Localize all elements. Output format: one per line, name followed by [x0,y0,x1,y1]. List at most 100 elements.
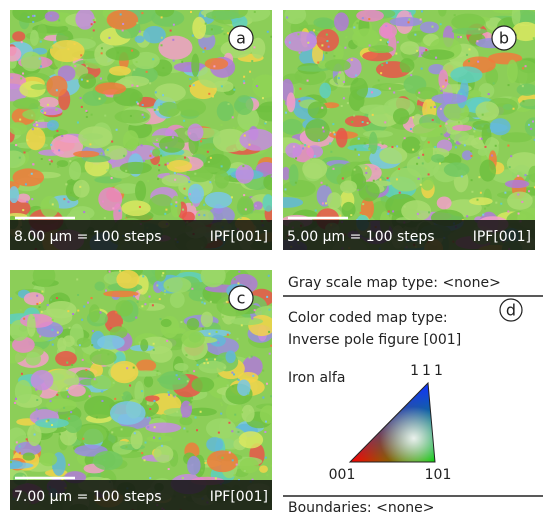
noise [262,370,264,372]
noise [221,28,223,30]
grain [136,359,156,372]
noise [182,415,184,417]
noise [265,100,267,102]
noise [428,173,430,175]
noise [76,278,78,280]
noise [101,400,103,402]
noise [136,61,138,63]
noise [142,114,144,116]
noise [144,303,146,305]
noise [326,184,328,186]
noise [181,61,183,63]
grain [239,431,264,448]
noise [51,329,53,331]
noise [384,121,386,123]
noise [149,408,151,410]
grain [73,151,99,158]
noise [50,124,52,126]
noise [109,271,111,273]
noise [52,319,54,321]
noise [104,115,106,117]
noise [495,145,497,147]
noise [387,177,389,179]
noise [216,331,218,333]
noise [41,110,43,112]
noise [35,389,37,391]
noise [357,211,359,213]
grain [154,445,174,463]
noise [135,317,137,319]
noise [67,48,69,50]
noise [315,210,317,212]
noise [130,115,132,117]
noise [329,143,331,145]
grain [352,28,379,47]
noise [197,364,199,366]
noise [232,385,234,387]
grain [38,97,59,108]
noise [521,201,523,203]
noise [271,58,273,60]
noise [52,344,54,346]
grain [69,161,81,180]
grain [97,335,125,350]
grain [50,40,85,62]
grain [369,132,378,155]
grain [149,194,175,215]
noise [194,417,196,419]
noise [158,164,160,166]
noise [251,60,253,62]
noise [176,374,178,376]
noise [269,353,271,355]
noise [173,60,175,62]
noise [158,169,160,171]
noise [21,373,23,375]
noise [210,157,212,159]
noise [268,309,270,311]
noise [111,177,113,179]
noise [156,138,158,140]
grain [319,83,331,99]
grain [144,376,153,388]
noise [108,37,110,39]
grain [359,181,380,201]
noise [144,459,146,461]
noise [430,106,432,108]
noise [189,404,191,406]
grain [179,417,192,426]
noise [271,175,273,177]
noise [153,400,155,402]
noise [243,76,245,78]
grain [260,405,277,424]
noise [189,132,191,134]
noise [372,114,374,116]
grain [452,125,472,131]
noise [399,192,401,194]
noise [152,304,154,306]
noise [228,103,230,105]
grain [45,11,60,21]
noise [121,394,123,396]
grain [421,177,434,191]
grain [15,380,32,404]
noise [115,173,117,175]
noise [468,48,470,50]
noise [241,411,243,413]
noise [409,12,411,14]
noise [322,202,324,204]
noise [477,61,479,63]
noise [11,77,13,79]
grain [191,377,214,392]
noise [217,342,219,344]
grain [379,147,407,164]
noise [136,85,138,87]
grain [30,30,39,46]
grain [143,26,166,43]
noise [157,370,159,372]
noise [36,295,38,297]
noise [167,391,169,393]
noise [161,37,163,39]
noise [416,50,418,52]
noise [102,201,104,203]
noise [31,115,33,117]
